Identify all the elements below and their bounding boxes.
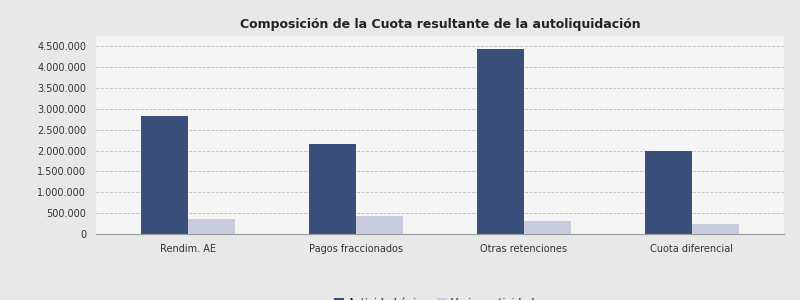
- Bar: [477, 49, 524, 234]
- Bar: [692, 224, 738, 234]
- Bar: [645, 151, 692, 234]
- Title: Composición de la Cuota resultante de la autoliquidación: Composición de la Cuota resultante de la…: [240, 18, 640, 31]
- Bar: [309, 144, 356, 234]
- Legend: Actividad única, Varias actividades: Actividad única, Varias actividades: [330, 294, 550, 300]
- Bar: [524, 221, 571, 234]
- Bar: [188, 219, 235, 234]
- Bar: [356, 217, 403, 234]
- Bar: [142, 116, 188, 234]
